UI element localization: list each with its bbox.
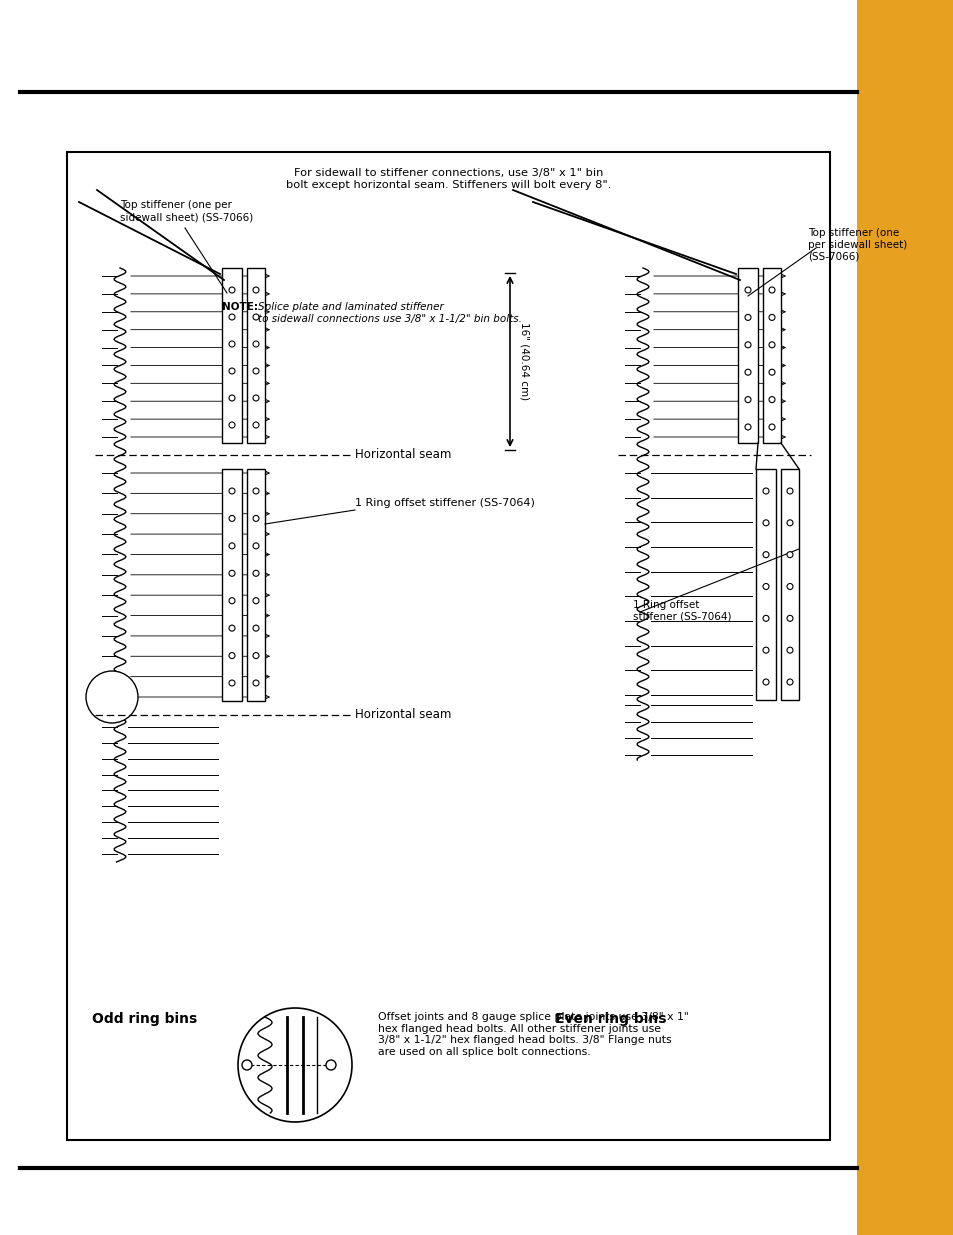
Text: 1 Ring offset
stiffener (SS-7064): 1 Ring offset stiffener (SS-7064) xyxy=(633,600,731,621)
Text: Horizontal seam: Horizontal seam xyxy=(355,448,451,462)
Circle shape xyxy=(762,488,768,494)
Circle shape xyxy=(229,652,234,658)
Circle shape xyxy=(786,679,792,685)
Circle shape xyxy=(253,652,258,658)
Circle shape xyxy=(326,1060,335,1070)
Circle shape xyxy=(253,571,258,577)
Circle shape xyxy=(253,680,258,685)
Circle shape xyxy=(229,287,234,293)
Circle shape xyxy=(229,515,234,521)
Circle shape xyxy=(253,314,258,320)
Text: 16" (40.64 cm): 16" (40.64 cm) xyxy=(519,322,530,400)
Circle shape xyxy=(744,369,750,375)
Circle shape xyxy=(762,520,768,526)
Text: Odd ring bins: Odd ring bins xyxy=(91,1011,197,1026)
Text: Top stiffener (one per
sidewall sheet) (SS-7066): Top stiffener (one per sidewall sheet) (… xyxy=(120,200,253,222)
Text: Top stiffener (one
per sidewall sheet)
(SS-7066): Top stiffener (one per sidewall sheet) (… xyxy=(807,228,906,261)
Circle shape xyxy=(237,1008,352,1123)
Circle shape xyxy=(768,396,774,403)
Circle shape xyxy=(762,583,768,589)
Circle shape xyxy=(229,422,234,429)
Circle shape xyxy=(744,342,750,348)
Circle shape xyxy=(229,598,234,604)
Circle shape xyxy=(744,396,750,403)
Circle shape xyxy=(253,395,258,401)
Bar xyxy=(738,268,758,443)
Circle shape xyxy=(253,543,258,548)
Circle shape xyxy=(762,552,768,558)
Circle shape xyxy=(768,369,774,375)
Bar xyxy=(856,0,953,1235)
Circle shape xyxy=(786,488,792,494)
Circle shape xyxy=(253,625,258,631)
Circle shape xyxy=(762,615,768,621)
Circle shape xyxy=(744,315,750,320)
Circle shape xyxy=(86,671,138,722)
Text: Splice plate and laminated stiffener
to sidewall connections use 3/8" x 1-1/2" b: Splice plate and laminated stiffener to … xyxy=(257,303,521,324)
Bar xyxy=(247,469,265,701)
Circle shape xyxy=(768,342,774,348)
Circle shape xyxy=(229,543,234,548)
Circle shape xyxy=(786,583,792,589)
Bar xyxy=(247,268,265,443)
Circle shape xyxy=(768,424,774,430)
Circle shape xyxy=(253,287,258,293)
Circle shape xyxy=(253,341,258,347)
Circle shape xyxy=(762,679,768,685)
Bar xyxy=(222,469,242,701)
Bar xyxy=(67,152,829,1140)
Circle shape xyxy=(229,488,234,494)
Circle shape xyxy=(786,615,792,621)
Circle shape xyxy=(242,1060,252,1070)
Circle shape xyxy=(786,520,792,526)
Bar xyxy=(762,268,781,443)
Circle shape xyxy=(768,287,774,293)
Bar xyxy=(755,469,775,700)
Circle shape xyxy=(786,552,792,558)
Circle shape xyxy=(253,488,258,494)
Circle shape xyxy=(229,625,234,631)
Circle shape xyxy=(229,368,234,374)
Circle shape xyxy=(229,314,234,320)
Circle shape xyxy=(744,287,750,293)
Text: Offset joints and 8 gauge splice plate joints use 3/8" x 1"
hex flanged head bol: Offset joints and 8 gauge splice plate j… xyxy=(377,1011,688,1057)
Circle shape xyxy=(229,680,234,685)
Text: Even ring bins: Even ring bins xyxy=(555,1011,666,1026)
Circle shape xyxy=(786,647,792,653)
Circle shape xyxy=(768,315,774,320)
Circle shape xyxy=(253,515,258,521)
Circle shape xyxy=(229,341,234,347)
Bar xyxy=(781,469,799,700)
Circle shape xyxy=(253,422,258,429)
Text: For sidewall to stiffener connections, use 3/8" x 1" bin
bolt except horizontal : For sidewall to stiffener connections, u… xyxy=(286,168,611,190)
Circle shape xyxy=(253,598,258,604)
Text: Horizontal seam: Horizontal seam xyxy=(355,709,451,721)
Text: NOTE:: NOTE: xyxy=(222,303,261,312)
Circle shape xyxy=(229,571,234,577)
Circle shape xyxy=(762,647,768,653)
Circle shape xyxy=(744,424,750,430)
Bar xyxy=(222,268,242,443)
Text: 1 Ring offset stiffener (SS-7064): 1 Ring offset stiffener (SS-7064) xyxy=(355,498,535,508)
Circle shape xyxy=(229,395,234,401)
Circle shape xyxy=(253,368,258,374)
